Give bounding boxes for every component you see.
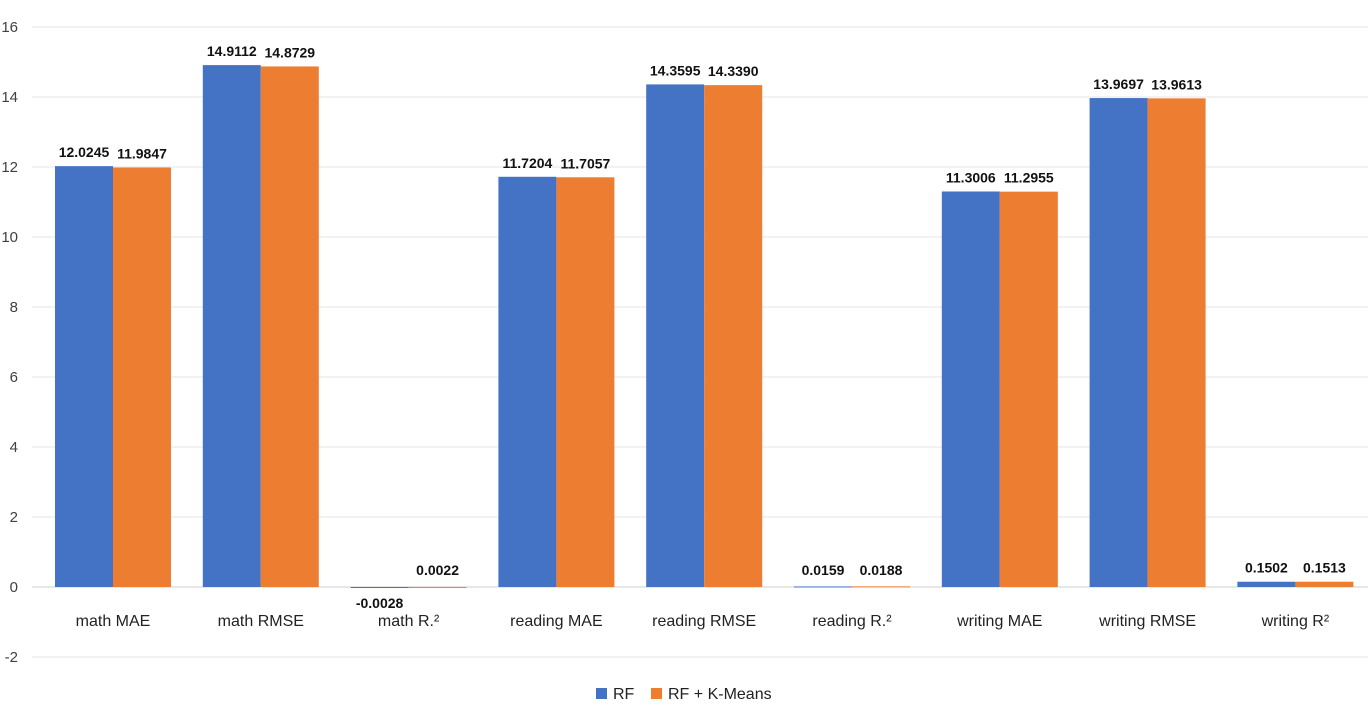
data-label: 0.1513 (1303, 560, 1346, 576)
bar-rf-kmeans (852, 586, 910, 588)
data-label: 0.1502 (1245, 560, 1288, 576)
legend-label: RF (613, 686, 635, 703)
data-label: 11.7204 (502, 155, 552, 171)
y-tick-label: 6 (10, 369, 18, 386)
bar-rf-kmeans (260, 66, 319, 588)
bar-rf (350, 587, 409, 588)
bar-rf-kmeans (704, 85, 763, 587)
y-tick-label: 0 (10, 579, 18, 596)
bar-rf (941, 191, 1000, 587)
data-label: 11.2955 (1004, 170, 1054, 186)
y-tick-label: 16 (1, 19, 18, 36)
x-category-label: math R.² (378, 613, 440, 630)
y-tick-label: 12 (1, 159, 18, 176)
bar-rf-kmeans (1295, 581, 1354, 587)
y-tick-label: 10 (1, 229, 18, 246)
x-category-label: reading R.² (812, 613, 892, 630)
bar-rf-kmeans (1147, 98, 1206, 588)
y-tick-label: -2 (5, 649, 18, 666)
data-label: 14.8729 (264, 44, 315, 60)
data-label: 11.7057 (560, 155, 610, 171)
data-label: -0.0028 (356, 595, 404, 611)
x-category-label: writing MAE (956, 613, 1042, 630)
bar-rf (55, 166, 113, 587)
bar-rf (646, 84, 705, 587)
data-label: 13.9613 (1151, 76, 1202, 92)
y-tick-label: 4 (10, 439, 18, 456)
x-category-label: writing RMSE (1098, 613, 1196, 630)
bar-rf (498, 176, 557, 587)
y-tick-label: 8 (10, 299, 18, 316)
bar-rf-kmeans (999, 191, 1058, 587)
legend-swatch (651, 688, 662, 699)
data-label: 13.9697 (1093, 76, 1144, 92)
y-tick-label: 14 (1, 89, 18, 106)
data-label: 0.0022 (416, 562, 459, 578)
legend-label: RF + K-Means (668, 686, 772, 703)
x-category-label: math RMSE (218, 613, 304, 630)
data-label: 14.9112 (207, 43, 257, 59)
bar-rf (1237, 581, 1296, 587)
bar-rf-kmeans (556, 177, 615, 587)
data-label: 11.9847 (117, 146, 167, 162)
bar-rf-kmeans (408, 586, 467, 588)
x-category-label: writing R² (1261, 613, 1330, 630)
x-category-label: reading RMSE (652, 613, 756, 630)
bar-rf-kmeans (113, 167, 171, 587)
data-label: 12.0245 (59, 144, 110, 160)
data-label: 14.3595 (650, 62, 701, 78)
bar-rf (794, 586, 852, 588)
data-label: 0.0159 (802, 562, 845, 578)
bar-rf (1089, 98, 1148, 588)
data-label: 14.3390 (708, 63, 759, 79)
y-tick-label: 2 (10, 509, 18, 526)
x-category-label: math MAE (76, 613, 151, 630)
bar-rf (202, 65, 261, 587)
x-category-label: reading MAE (510, 613, 603, 630)
data-label: 0.0188 (860, 562, 903, 578)
data-label: 11.3006 (946, 169, 996, 185)
legend-swatch (596, 688, 607, 699)
